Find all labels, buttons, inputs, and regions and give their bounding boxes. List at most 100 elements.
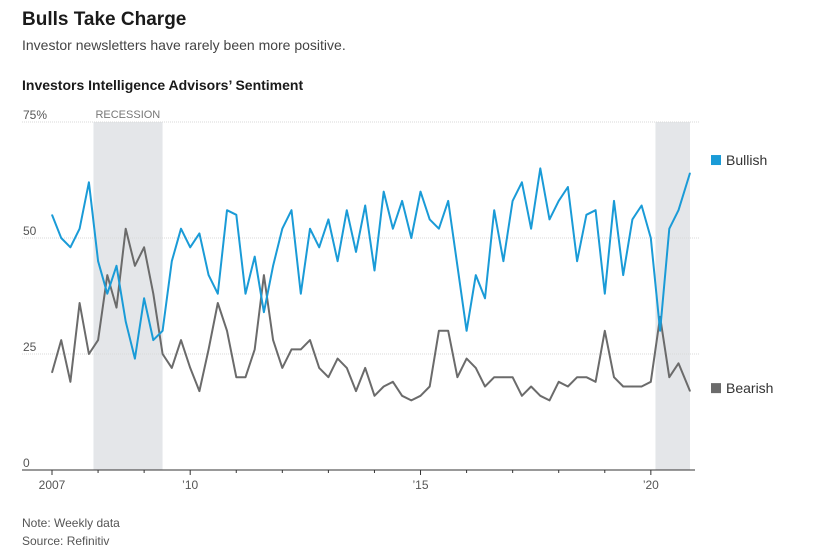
- data-point-bullish: [355, 251, 357, 253]
- data-point-bearish: [512, 376, 514, 378]
- data-point-bullish: [300, 293, 302, 295]
- data-point-bearish: [79, 302, 81, 304]
- data-point-bullish: [51, 214, 53, 216]
- data-point-bearish: [641, 385, 643, 388]
- data-point-bearish: [309, 339, 311, 341]
- data-point-bearish: [668, 376, 670, 378]
- data-point-bearish: [337, 358, 339, 360]
- data-point-bullish: [641, 204, 643, 207]
- data-point-bearish: [60, 339, 62, 341]
- data-point-bullish: [79, 228, 81, 230]
- data-point-bearish: [327, 376, 329, 378]
- data-point-bearish: [631, 385, 634, 388]
- data-point-bearish: [300, 348, 302, 350]
- data-point-bearish: [115, 307, 118, 309]
- data-point-bearish: [346, 367, 348, 369]
- data-point-bullish: [125, 320, 127, 323]
- data-point-bullish: [558, 200, 560, 202]
- data-point-bearish: [373, 395, 376, 397]
- data-point-bullish: [401, 200, 403, 202]
- data-point-bullish: [244, 293, 247, 295]
- data-point-bearish: [217, 302, 219, 304]
- data-point-bullish: [152, 339, 154, 341]
- data-point-bearish: [567, 385, 569, 388]
- data-point-bullish: [567, 186, 569, 188]
- data-point-bearish: [429, 385, 431, 388]
- y-tick-label: 0: [23, 456, 30, 470]
- data-point-bullish: [97, 260, 99, 262]
- data-point-bearish: [521, 395, 523, 397]
- data-point-bearish: [447, 330, 449, 332]
- data-point-bullish: [309, 228, 311, 230]
- data-point-bearish: [419, 395, 422, 397]
- data-point-bullish: [281, 228, 283, 230]
- series-line-bullish: [51, 167, 691, 360]
- data-point-bullish: [198, 232, 201, 234]
- legend-swatch-bearish: [711, 383, 721, 394]
- data-point-bullish: [208, 274, 210, 276]
- data-point-bearish: [171, 367, 173, 369]
- data-point-bullish: [226, 209, 228, 211]
- data-point-bearish: [465, 358, 468, 360]
- data-point-bullish: [106, 293, 108, 295]
- data-point-bearish: [456, 376, 458, 378]
- data-point-bearish: [392, 381, 394, 383]
- data-point-bearish: [622, 385, 624, 388]
- data-point-bullish: [521, 181, 523, 183]
- chart-subtitle: Investor newsletters have rarely been mo…: [22, 37, 346, 53]
- data-point-bullish: [171, 260, 173, 262]
- data-point-bearish: [189, 367, 191, 369]
- legend-label-bullish: Bullish: [726, 152, 767, 168]
- data-point-bullish: [383, 191, 385, 193]
- data-point-bullish: [327, 218, 329, 221]
- data-point-bullish: [290, 209, 293, 211]
- data-point-bullish: [272, 265, 274, 267]
- shaded-region-1: [655, 122, 690, 470]
- data-point-bearish: [318, 367, 320, 369]
- data-point-bullish: [530, 228, 532, 230]
- data-point-bearish: [364, 367, 366, 369]
- data-point-bearish: [254, 348, 256, 350]
- data-point-bearish: [438, 330, 440, 332]
- data-point-bullish: [594, 209, 597, 211]
- data-point-bearish: [401, 395, 403, 397]
- data-point-bearish: [613, 376, 615, 378]
- data-point-bearish: [410, 399, 412, 401]
- data-point-bearish: [475, 367, 477, 369]
- data-point-bullish: [585, 214, 587, 216]
- data-point-bearish: [88, 353, 90, 355]
- data-point-bearish: [548, 399, 551, 401]
- data-point-bullish: [318, 246, 320, 248]
- data-point-bearish: [502, 376, 505, 378]
- data-point-bearish: [355, 390, 357, 392]
- data-point-bearish: [689, 390, 691, 392]
- data-point-bullish: [364, 204, 366, 207]
- data-point-bearish: [235, 376, 237, 378]
- data-point-bullish: [60, 237, 62, 239]
- data-point-bullish: [254, 255, 256, 258]
- data-point-bullish: [235, 214, 237, 216]
- data-point-bullish: [677, 209, 680, 211]
- data-point-bearish: [152, 293, 154, 295]
- data-point-bearish: [198, 390, 201, 392]
- data-point-bullish: [539, 167, 541, 169]
- data-point-bullish: [410, 237, 412, 239]
- data-point-bullish: [512, 200, 514, 202]
- data-point-bearish: [290, 348, 293, 350]
- data-point-bearish: [558, 381, 560, 383]
- data-point-bearish: [143, 246, 145, 248]
- data-point-bearish: [69, 381, 72, 383]
- recession-label: RECESSION: [95, 109, 160, 121]
- x-tick-label: ’20: [643, 478, 659, 492]
- data-point-bearish: [134, 265, 136, 267]
- footnote: Note: Weekly data: [22, 516, 120, 530]
- data-point-bullish: [689, 172, 691, 174]
- data-point-bearish: [244, 376, 247, 378]
- data-point-bearish: [281, 367, 283, 369]
- data-point-bullish: [484, 297, 486, 299]
- data-point-bullish: [134, 358, 136, 360]
- data-point-bearish: [208, 348, 210, 350]
- data-point-bullish: [668, 228, 670, 230]
- data-point-bullish: [180, 228, 182, 230]
- data-point-bearish: [650, 381, 652, 383]
